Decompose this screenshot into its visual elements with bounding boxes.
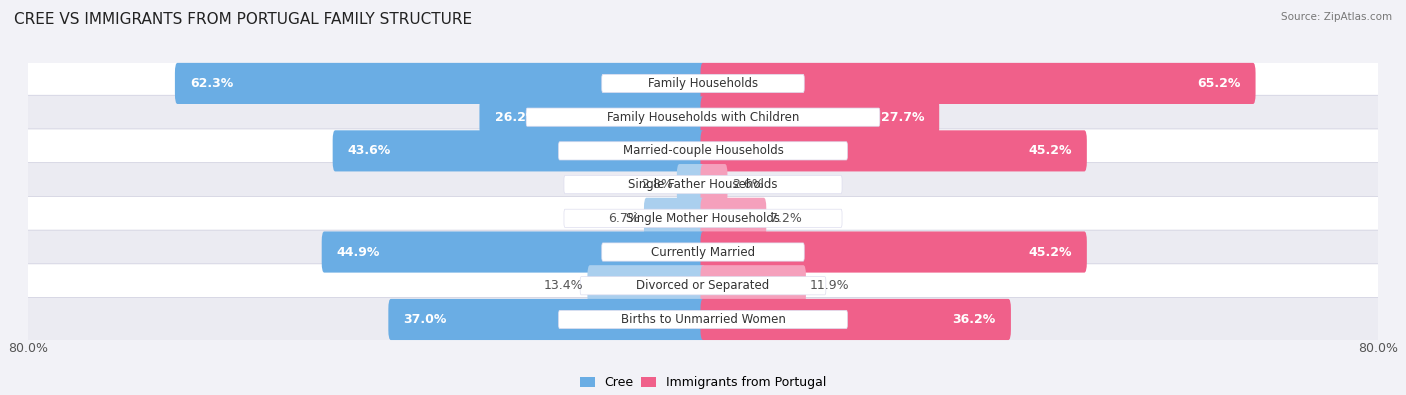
Text: 6.7%: 6.7% [607, 212, 640, 225]
FancyBboxPatch shape [588, 265, 706, 306]
FancyBboxPatch shape [558, 142, 848, 160]
FancyBboxPatch shape [22, 196, 1384, 240]
Text: 43.6%: 43.6% [347, 144, 391, 157]
Text: 45.2%: 45.2% [1028, 246, 1071, 259]
Text: Single Father Households: Single Father Households [628, 178, 778, 191]
Text: 7.2%: 7.2% [770, 212, 803, 225]
FancyBboxPatch shape [581, 276, 825, 295]
FancyBboxPatch shape [22, 163, 1384, 207]
Text: 62.3%: 62.3% [190, 77, 233, 90]
Legend: Cree, Immigrants from Portugal: Cree, Immigrants from Portugal [575, 371, 831, 394]
FancyBboxPatch shape [700, 198, 766, 239]
FancyBboxPatch shape [700, 164, 727, 205]
FancyBboxPatch shape [602, 243, 804, 261]
FancyBboxPatch shape [174, 63, 706, 104]
FancyBboxPatch shape [564, 175, 842, 194]
FancyBboxPatch shape [22, 62, 1384, 105]
Text: CREE VS IMMIGRANTS FROM PORTUGAL FAMILY STRUCTURE: CREE VS IMMIGRANTS FROM PORTUGAL FAMILY … [14, 12, 472, 27]
Text: 45.2%: 45.2% [1028, 144, 1071, 157]
Text: Source: ZipAtlas.com: Source: ZipAtlas.com [1281, 12, 1392, 22]
Text: 2.8%: 2.8% [641, 178, 672, 191]
FancyBboxPatch shape [333, 130, 706, 171]
Text: 11.9%: 11.9% [810, 279, 849, 292]
FancyBboxPatch shape [700, 97, 939, 138]
FancyBboxPatch shape [388, 299, 706, 340]
FancyBboxPatch shape [479, 97, 706, 138]
FancyBboxPatch shape [558, 310, 848, 329]
Text: 27.7%: 27.7% [880, 111, 924, 124]
FancyBboxPatch shape [22, 230, 1384, 274]
Text: Married-couple Households: Married-couple Households [623, 144, 783, 157]
Text: Births to Unmarried Women: Births to Unmarried Women [620, 313, 786, 326]
Text: 65.2%: 65.2% [1197, 77, 1240, 90]
FancyBboxPatch shape [564, 209, 842, 228]
FancyBboxPatch shape [700, 130, 1087, 171]
FancyBboxPatch shape [676, 164, 706, 205]
Text: Family Households: Family Households [648, 77, 758, 90]
FancyBboxPatch shape [602, 74, 804, 92]
Text: 13.4%: 13.4% [544, 279, 583, 292]
Text: Divorced or Separated: Divorced or Separated [637, 279, 769, 292]
FancyBboxPatch shape [22, 264, 1384, 308]
Text: Family Households with Children: Family Households with Children [607, 111, 799, 124]
FancyBboxPatch shape [22, 297, 1384, 341]
Text: 2.6%: 2.6% [731, 178, 763, 191]
FancyBboxPatch shape [22, 95, 1384, 139]
FancyBboxPatch shape [700, 299, 1011, 340]
Text: Single Mother Households: Single Mother Households [626, 212, 780, 225]
FancyBboxPatch shape [700, 231, 1087, 273]
FancyBboxPatch shape [322, 231, 706, 273]
FancyBboxPatch shape [526, 108, 880, 126]
FancyBboxPatch shape [700, 63, 1256, 104]
FancyBboxPatch shape [644, 198, 706, 239]
Text: Currently Married: Currently Married [651, 246, 755, 259]
Text: 44.9%: 44.9% [337, 246, 380, 259]
Text: 26.2%: 26.2% [495, 111, 538, 124]
Text: 37.0%: 37.0% [404, 313, 447, 326]
Text: 36.2%: 36.2% [952, 313, 995, 326]
FancyBboxPatch shape [22, 129, 1384, 173]
FancyBboxPatch shape [700, 265, 806, 306]
